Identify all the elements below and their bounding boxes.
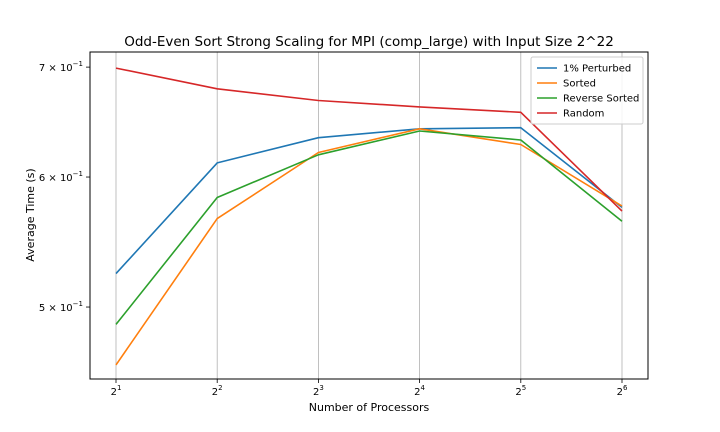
series-line-sorted <box>115 128 623 366</box>
x-axis-label: Number of Processors <box>309 401 430 414</box>
legend-entry-label: 1% Perturbed <box>563 64 631 75</box>
y-tick-label: 6 × 10−1 <box>39 170 83 184</box>
series-line-1-perturbed <box>115 126 623 275</box>
x-tick-label: 23 <box>313 384 324 398</box>
x-tick-label: 21 <box>111 384 122 398</box>
y-axis-ticks: 5 × 10−1 6 × 10−1 7 × 10−1 <box>39 60 90 314</box>
series-line-random <box>115 67 623 212</box>
series-line-reverse-sorted <box>115 130 623 325</box>
x-tick-label: 25 <box>515 384 526 398</box>
legend: 1% Perturbed Sorted Reverse Sorted Random <box>530 56 644 125</box>
legend-entry-label: Reverse Sorted <box>563 94 639 105</box>
x-tick-label: 26 <box>617 384 628 398</box>
legend-entry-label: Sorted <box>563 79 596 90</box>
y-tick-label: 5 × 10−1 <box>39 300 83 314</box>
y-tick-label: 7 × 10−1 <box>39 60 83 74</box>
x-tick-label: 24 <box>414 384 425 398</box>
legend-entry-label: Random <box>563 109 604 120</box>
x-tick-label: 22 <box>212 384 223 398</box>
chart-title: Odd-Even Sort Strong Scaling for MPI (co… <box>124 34 614 50</box>
x-axis-ticks: 21 22 23 24 25 26 <box>111 379 628 398</box>
series-lines <box>115 67 623 366</box>
legend-box <box>530 56 644 125</box>
plot-area-frame <box>89 51 649 380</box>
y-axis-label: Average Time (s) <box>24 168 37 261</box>
